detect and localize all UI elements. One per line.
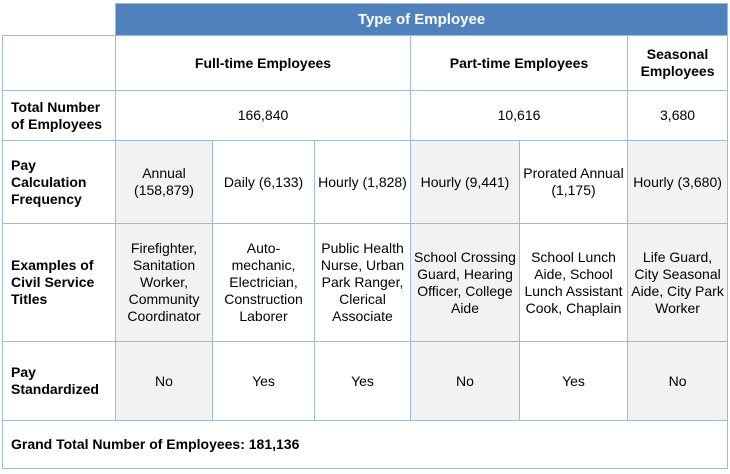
pay-standardized-cell: No: [115, 341, 213, 421]
seasonal-header: Seasonal Employees: [626, 35, 729, 91]
employee-type-table: Type of Employee Full-time Employees Par…: [1, 3, 729, 469]
column-header-blank-cell: [2, 35, 116, 91]
pay-frequency-label: Pay Calculation Frequency: [2, 140, 116, 224]
examples-cell: Life Guard, City Seasonal Aide, City Par…: [626, 223, 729, 342]
total-employees-label: Total Number of Employees: [2, 90, 116, 141]
grand-total-row: Grand Total Number of Employees: 181,136: [1, 420, 729, 469]
pay-frequency-cell: Hourly (3,680): [626, 140, 729, 224]
pay-standardized-label: Pay Standardized: [2, 341, 116, 421]
examples-label: Examples of Civil Service Titles: [2, 223, 116, 342]
pay-frequency-cell: Hourly (9,441): [410, 140, 520, 224]
seasonal-total: 3,680: [626, 90, 729, 141]
part-time-header: Part-time Employees: [410, 35, 628, 91]
examples-cell: School Crossing Guard, Hearing Officer, …: [410, 223, 520, 342]
examples-row: Examples of Civil Service Titles Firefig…: [2, 223, 729, 342]
pay-standardized-cell: No: [626, 341, 729, 421]
pay-standardized-cell: Yes: [519, 341, 628, 421]
grand-total: Grand Total Number of Employees: 181,136: [1, 420, 729, 469]
full-time-total: 166,840: [115, 90, 411, 141]
pay-standardized-cell: Yes: [314, 341, 411, 421]
pay-standardized-cell: Yes: [212, 341, 315, 421]
corner-blank-cell: [2, 3, 116, 36]
pay-frequency-row: Pay Calculation Frequency Annual (158,87…: [2, 140, 729, 224]
title-row: Type of Employee: [2, 3, 729, 36]
part-time-total: 10,616: [410, 90, 628, 141]
examples-cell: Firefighter, Sanitation Worker, Communit…: [115, 223, 213, 342]
column-header-row: Full-time Employees Part-time Employees …: [2, 35, 729, 91]
pay-frequency-cell: Daily (6,133): [212, 140, 315, 224]
employee-table-container: Type of Employee Full-time Employees Par…: [1, 3, 729, 469]
table-title: Type of Employee: [114, 3, 729, 36]
examples-cell: Auto-mechanic, Electrician, Construction…: [212, 223, 315, 342]
pay-standardized-cell: No: [410, 341, 520, 421]
pay-frequency-cell: Hourly (1,828): [314, 140, 411, 224]
total-employees-row: Total Number of Employees 166,840 10,616…: [2, 90, 729, 141]
examples-cell: School Lunch Aide, School Lunch Assistan…: [519, 223, 628, 342]
full-time-header: Full-time Employees: [115, 35, 411, 91]
pay-standardized-row: Pay Standardized No Yes Yes No Yes No: [2, 341, 729, 421]
pay-frequency-cell: Annual (158,879): [115, 140, 213, 224]
examples-cell: Public Health Nurse, Urban Park Ranger, …: [314, 223, 411, 342]
pay-frequency-cell: Prorated Annual (1,175): [519, 140, 628, 224]
